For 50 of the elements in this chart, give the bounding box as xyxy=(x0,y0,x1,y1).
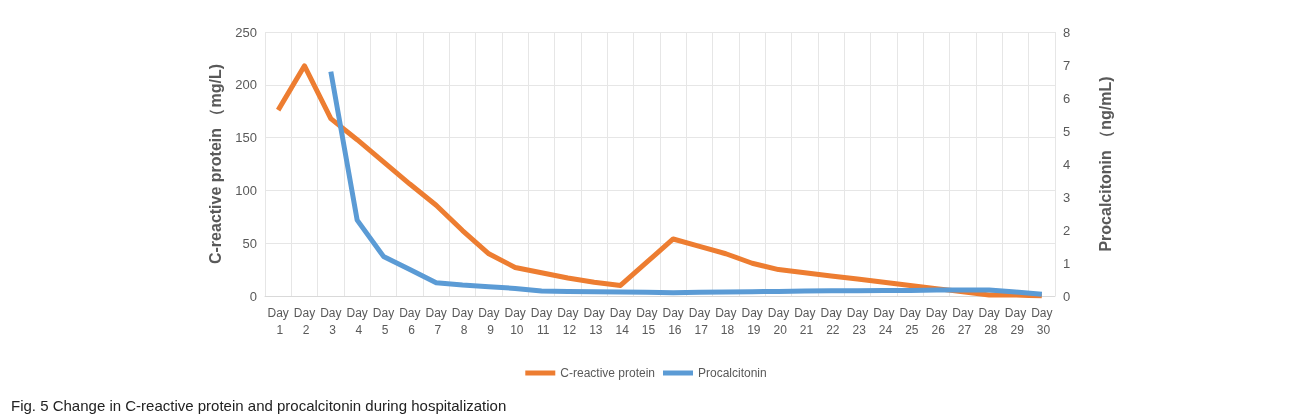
x-tick-label: Day 4 xyxy=(346,305,368,337)
y2-tick-label: 4 xyxy=(1063,156,1071,172)
y2-tick-label: 3 xyxy=(1063,189,1071,205)
x-tick-label: Day 26 xyxy=(925,305,948,337)
y-tick-label: 0 xyxy=(249,288,257,304)
x-tick-label: Day 6 xyxy=(399,305,421,337)
x-tick-label: Day 27 xyxy=(952,305,974,337)
x-tick-label: Day 29 xyxy=(1004,305,1027,337)
x-tick-label: Day 5 xyxy=(372,305,395,337)
x-tick-label: Day 9 xyxy=(478,305,500,337)
y2-tick-label: 1 xyxy=(1063,255,1071,271)
y2-tick-label: 7 xyxy=(1063,57,1071,73)
x-tick-label: Day 16 xyxy=(662,305,684,337)
y-tick-label: 250 xyxy=(235,24,257,40)
x-tick-label: Day 20 xyxy=(767,305,790,337)
x-tick-label: Day 30 xyxy=(1031,305,1053,337)
y-axis-title: C-reactive protein （mg/L) xyxy=(206,63,225,265)
x-tick-label: Day 12 xyxy=(557,305,579,337)
y2-axis-title: Procalcitonin （ng/mL) xyxy=(1096,76,1115,252)
x-tick-label: Day 21 xyxy=(794,305,816,337)
x-tick-label: Day 14 xyxy=(609,305,632,337)
x-tick-label: Day 23 xyxy=(846,305,869,337)
legend-label: Procalcitonin xyxy=(698,366,767,380)
x-tick-label: Day 11 xyxy=(530,305,553,337)
y-tick-label: 100 xyxy=(235,182,257,198)
text: Fig. 5 Change in C-reactive protein and procalcitonin during hospitalization xyxy=(11,397,507,414)
x-tick-label: Day 22 xyxy=(820,305,842,337)
x-tick-label: Day 24 xyxy=(873,305,895,337)
y2-tick-label: 8 xyxy=(1063,24,1071,40)
x-tick-label: Day 1 xyxy=(267,305,289,337)
y-tick-label: 150 xyxy=(235,130,257,146)
x-tick-label: Day 19 xyxy=(741,305,763,337)
x-tick-label: Day 7 xyxy=(425,305,447,337)
x-tick-label: Day 3 xyxy=(320,305,342,337)
x-tick-label: Day 18 xyxy=(715,305,737,337)
y2-tick-label: 2 xyxy=(1063,222,1071,238)
x-tick-label: Day 17 xyxy=(688,305,711,337)
x-tick-label: Day 13 xyxy=(583,305,605,337)
y2-tick-label: 5 xyxy=(1063,123,1071,139)
y-tick-label: 50 xyxy=(242,235,257,251)
legend-label: C-reactive protein xyxy=(560,366,656,380)
x-tick-label: Day 2 xyxy=(293,305,316,337)
y2-tick-label: 6 xyxy=(1063,90,1071,106)
y-tick-label: 200 xyxy=(235,77,257,93)
x-tick-label: Day 28 xyxy=(978,305,1000,337)
x-tick-label: Day 8 xyxy=(451,305,474,337)
y2-tick-label: 0 xyxy=(1063,288,1071,304)
x-tick-label: Day 25 xyxy=(899,305,921,337)
x-tick-label: Day 15 xyxy=(636,305,658,337)
x-tick-label: Day 10 xyxy=(504,305,526,337)
